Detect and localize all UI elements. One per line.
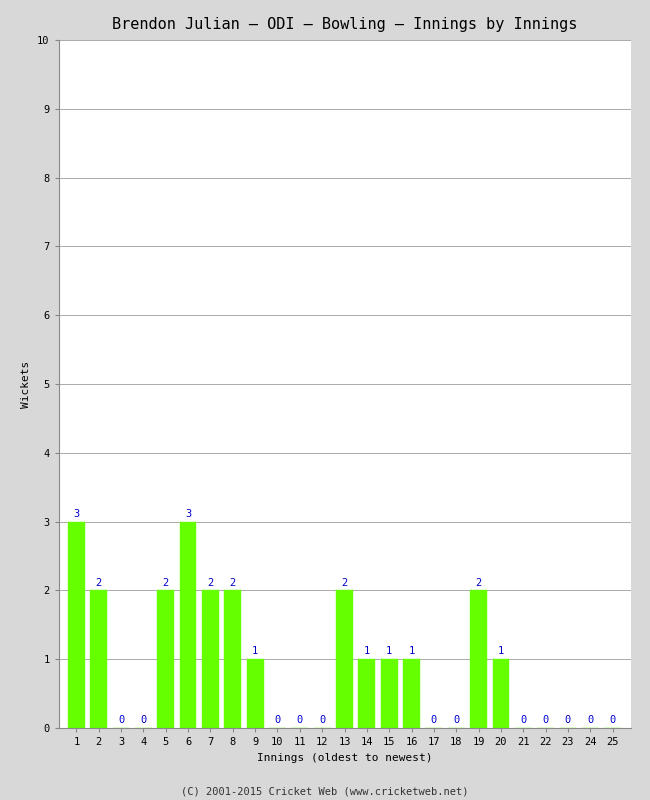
Text: 0: 0: [274, 715, 281, 726]
Text: 0: 0: [587, 715, 593, 726]
Bar: [358, 659, 375, 728]
Y-axis label: Wickets: Wickets: [21, 360, 31, 408]
Title: Brendon Julian – ODI – Bowling – Innings by Innings: Brendon Julian – ODI – Bowling – Innings…: [112, 17, 577, 32]
Text: 0: 0: [543, 715, 549, 726]
Bar: [336, 590, 353, 728]
Bar: [470, 590, 487, 728]
Text: 2: 2: [96, 578, 102, 588]
Bar: [202, 590, 219, 728]
Bar: [403, 659, 420, 728]
Text: 0: 0: [453, 715, 460, 726]
Text: 0: 0: [319, 715, 325, 726]
Text: 0: 0: [431, 715, 437, 726]
Bar: [90, 590, 107, 728]
Bar: [493, 659, 510, 728]
Bar: [381, 659, 398, 728]
Text: 2: 2: [475, 578, 482, 588]
Text: 1: 1: [498, 646, 504, 657]
Text: 0: 0: [520, 715, 526, 726]
Text: 1: 1: [386, 646, 393, 657]
Text: (C) 2001-2015 Cricket Web (www.cricketweb.net): (C) 2001-2015 Cricket Web (www.cricketwe…: [181, 786, 469, 796]
Text: 2: 2: [162, 578, 169, 588]
Text: 2: 2: [229, 578, 236, 588]
Bar: [224, 590, 241, 728]
Text: 0: 0: [118, 715, 124, 726]
Text: 3: 3: [73, 509, 79, 519]
Text: 1: 1: [364, 646, 370, 657]
Text: 0: 0: [296, 715, 303, 726]
Text: 2: 2: [341, 578, 348, 588]
Bar: [247, 659, 263, 728]
Text: 0: 0: [610, 715, 616, 726]
Text: 0: 0: [565, 715, 571, 726]
Text: 2: 2: [207, 578, 214, 588]
Text: 1: 1: [252, 646, 258, 657]
X-axis label: Innings (oldest to newest): Innings (oldest to newest): [257, 753, 432, 762]
Bar: [68, 522, 84, 728]
Text: 3: 3: [185, 509, 191, 519]
Bar: [179, 522, 196, 728]
Text: 1: 1: [408, 646, 415, 657]
Bar: [157, 590, 174, 728]
Text: 0: 0: [140, 715, 146, 726]
